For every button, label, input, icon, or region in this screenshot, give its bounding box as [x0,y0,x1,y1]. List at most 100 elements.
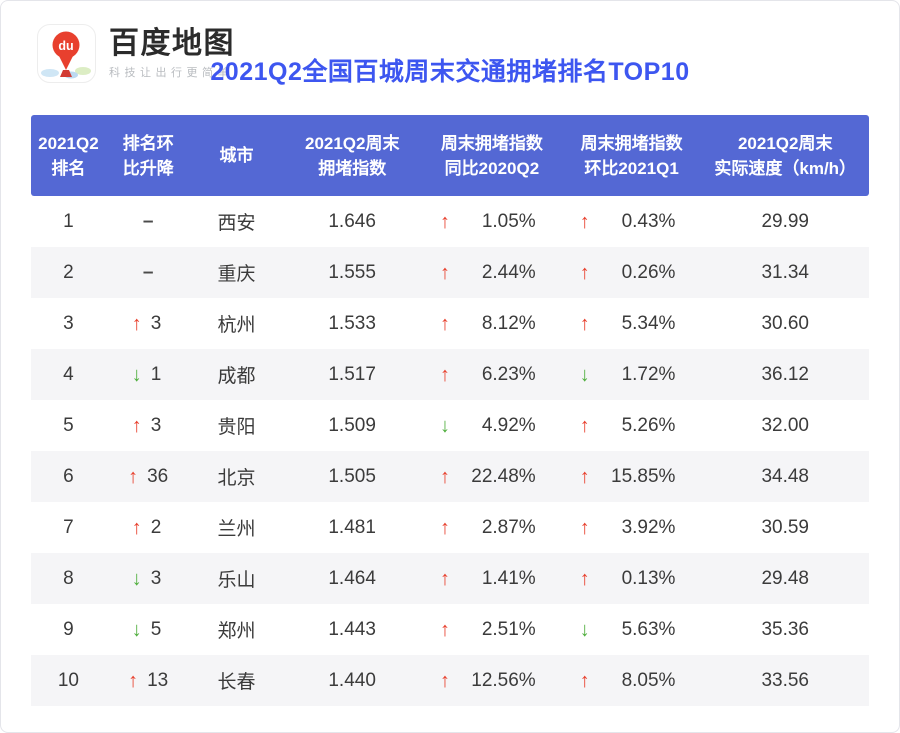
column-header-line: 实际速度（km/h） [714,158,857,178]
congestion-index-cell: 1.440 [282,655,422,706]
mom-change-cell: ↑ 0.13% [562,553,702,604]
congestion-index-cell: 1.517 [282,349,422,400]
speed-cell: 31.34 [701,247,869,298]
up-arrow-icon: ↑ [131,516,142,539]
rank-change-cell: ↑ 13 [106,655,191,706]
table-row: 9 ↓ 5 郑州 1.443 ↑ 2.51% ↓ 5.63% 35.36 [31,604,869,655]
up-arrow-icon: ↑ [439,618,450,641]
up-arrow-icon: ↑ [439,363,450,386]
up-arrow-icon: ↑ [439,669,450,692]
column-header-line: 环比2021Q1 [584,158,679,178]
rank-change-value: 36 [147,465,169,487]
congestion-index-cell: 1.481 [282,502,422,553]
rank-value: 7 [63,516,74,538]
table-row: 8 ↓ 3 乐山 1.464 ↑ 1.41% ↑ 0.13% 29.48 [31,553,869,604]
congestion-index-value: 1.533 [328,312,376,334]
rank-change-cell: – [106,247,191,298]
page-title: 2021Q2全国百城周末交通拥堵排名TOP10 [210,58,690,86]
mom-change-cell: ↑ 0.26% [562,247,702,298]
rank-change-cell: ↑ 2 [106,502,191,553]
rank-value: 1 [63,210,74,232]
column-header-line: 拥堵指数 [318,158,387,178]
down-arrow-icon: ↓ [131,618,142,641]
table-row: 10 ↑ 13 长春 1.440 ↑ 12.56% ↑ 8.05% 33.56 [31,655,869,706]
rank-value: 10 [57,669,79,691]
city-cell: 贵阳 [191,400,283,451]
mom-value: 3.92% [621,516,676,538]
baidu-maps-app-icon: du [37,24,96,83]
rank-change-cell: – [106,196,191,247]
congestion-index-value: 1.481 [328,516,376,538]
rank-cell: 3 [31,298,106,349]
column-header-line: 排名环 [122,133,174,153]
yoy-value: 1.41% [481,567,536,589]
rank-cell: 4 [31,349,106,400]
up-arrow-icon: ↑ [579,414,590,437]
congestion-index-value: 1.440 [328,669,376,691]
down-arrow-icon: ↓ [131,363,142,386]
rank-cell: 9 [31,604,106,655]
down-arrow-icon: ↓ [579,363,590,386]
speed-value: 29.48 [761,567,809,589]
yoy-value: 6.23% [481,363,536,385]
table-row: 7 ↑ 2 兰州 1.481 ↑ 2.87% ↑ 3.92% 30.59 [31,502,869,553]
city-name: 乐山 [217,570,256,591]
rank-value: 5 [63,414,74,436]
mom-change-cell: ↓ 5.63% [562,604,702,655]
up-arrow-icon: ↑ [131,414,142,437]
brand-text-block: 百度地图 科技让出行更简单 [109,24,235,80]
rank-value: 8 [63,567,74,589]
city-name: 郑州 [217,621,256,642]
rank-cell: 5 [31,400,106,451]
up-arrow-icon: ↑ [128,465,139,488]
congestion-index-value: 1.464 [328,567,376,589]
table-row: 5 ↑ 3 贵阳 1.509 ↓ 4.92% ↑ 5.26% 32.00 [31,400,869,451]
mom-value: 0.43% [621,210,676,232]
rank-value: 2 [63,261,74,283]
speed-value: 30.60 [761,312,809,334]
ranking-table: 2021Q2 排名 排名环 比升降 城市 2021Q2周末 拥堵指数 周末拥堵指数 同比2020… [31,115,869,706]
mom-value: 8.05% [621,669,676,691]
rank-change-cell: ↑ 3 [106,400,191,451]
yoy-change-cell: ↑ 2.87% [422,502,562,553]
column-header: 周末拥堵指数 环比2021Q1 [562,115,702,196]
mom-value: 5.26% [621,414,676,436]
rank-change-cell: ↓ 5 [106,604,191,655]
yoy-value: 2.87% [481,516,536,538]
page-header: du 百度地图 科技让出行更简单 2021Q2全国百城周末交通拥堵排名TOP10 [1,1,899,115]
rank-change-cell: ↓ 1 [106,349,191,400]
yoy-value: 22.48% [471,465,536,487]
table-row: 6 ↑ 36 北京 1.505 ↑ 22.48% ↑ 15.85% 34.48 [31,451,869,502]
speed-value: 36.12 [761,363,809,385]
mom-value: 1.72% [621,363,676,385]
mom-change-cell: ↓ 1.72% [562,349,702,400]
rank-value: 3 [63,312,74,334]
rank-change-value: 13 [147,669,169,691]
column-header-line: 周末拥堵指数 [580,133,683,153]
yoy-value: 8.12% [481,312,536,334]
table-row: 1 – 西安 1.646 ↑ 1.05% ↑ 0.43% 29.99 [31,196,869,247]
congestion-index-value: 1.509 [328,414,376,436]
speed-value: 30.59 [761,516,809,538]
rank-change-cell: ↑ 3 [106,298,191,349]
up-arrow-icon: ↑ [579,261,590,284]
city-cell: 西安 [191,196,283,247]
mom-change-cell: ↑ 5.34% [562,298,702,349]
table-header-row: 2021Q2 排名 排名环 比升降 城市 2021Q2周末 拥堵指数 周末拥堵指数 同比2020… [31,115,869,196]
yoy-change-cell: ↑ 1.41% [422,553,562,604]
city-cell: 杭州 [191,298,283,349]
up-arrow-icon: ↑ [579,567,590,590]
table-row: 4 ↓ 1 成都 1.517 ↑ 6.23% ↓ 1.72% 36.12 [31,349,869,400]
table-row: 2 – 重庆 1.555 ↑ 2.44% ↑ 0.26% 31.34 [31,247,869,298]
column-header: 2021Q2周末 拥堵指数 [282,115,422,196]
city-name: 贵阳 [217,417,256,438]
up-arrow-icon: ↑ [439,465,450,488]
table-row: 3 ↑ 3 杭州 1.533 ↑ 8.12% ↑ 5.34% 30.60 [31,298,869,349]
yoy-change-cell: ↑ 22.48% [422,451,562,502]
mom-change-cell: ↑ 3.92% [562,502,702,553]
column-header: 2021Q2周末 实际速度（km/h） [701,115,869,196]
yoy-change-cell: ↑ 8.12% [422,298,562,349]
congestion-index-cell: 1.464 [282,553,422,604]
city-cell: 重庆 [191,247,283,298]
